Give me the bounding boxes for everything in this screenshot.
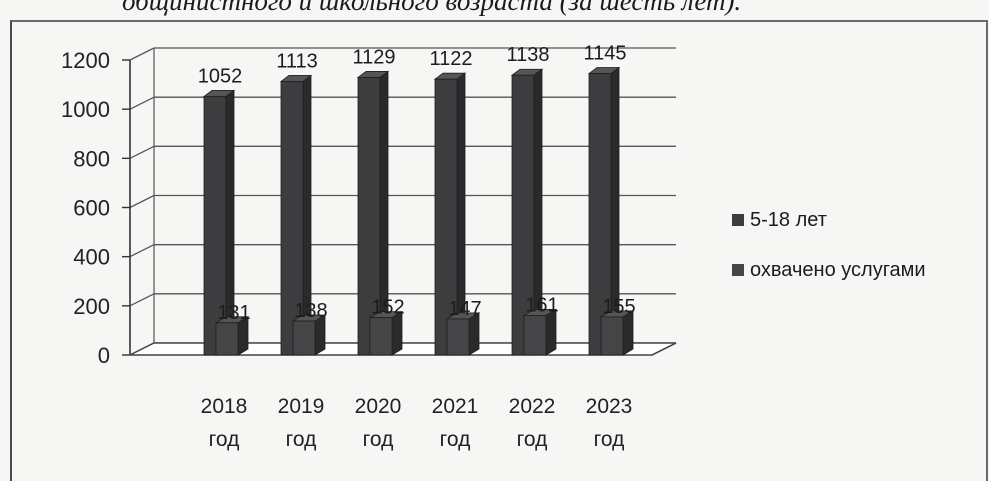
x-category-year: 2020 bbox=[355, 395, 402, 418]
chart-frame bbox=[10, 20, 988, 481]
y-tick-label: 400 bbox=[73, 245, 110, 270]
x-category-year: 2021 bbox=[432, 395, 479, 418]
bar-5-18 bbox=[280, 80, 304, 356]
legend-label: 5-18 лет bbox=[750, 209, 827, 231]
data-label-5-18: 1145 bbox=[583, 43, 626, 65]
x-category-unit: год bbox=[594, 428, 625, 451]
data-label-5-18: 1138 bbox=[506, 44, 549, 66]
gridline-depth bbox=[129, 194, 155, 209]
gridline-depth bbox=[129, 47, 155, 61]
label-layer: 1052 131 2018 год 1113 138 2019 год 1129 152 2020 г… bbox=[198, 43, 636, 451]
y-tick-label: 0 bbox=[98, 343, 110, 368]
legend-label: охвачено услугами bbox=[750, 259, 926, 281]
y-tick-label: 1200 bbox=[61, 48, 110, 73]
gridline-depth bbox=[129, 293, 155, 307]
y-tick-label: 800 bbox=[73, 146, 110, 171]
data-label-5-18: 1122 bbox=[429, 48, 472, 70]
bar-covered bbox=[523, 315, 547, 356]
data-label-covered: 155 bbox=[602, 296, 635, 318]
x-category-unit: год bbox=[286, 428, 317, 451]
bar-covered bbox=[446, 318, 470, 356]
data-label-covered: 138 bbox=[294, 300, 327, 322]
data-label-covered: 131 bbox=[217, 302, 250, 324]
gridline-depth bbox=[129, 244, 155, 258]
legend-swatch bbox=[732, 264, 744, 276]
bar-covered bbox=[215, 322, 239, 356]
gridline-depth bbox=[129, 96, 155, 110]
data-label-covered: 161 bbox=[525, 294, 558, 316]
bar-5-18 bbox=[203, 95, 227, 356]
x-category-unit: год bbox=[440, 428, 471, 451]
data-label-5-18: 1129 bbox=[352, 46, 395, 68]
chart-caption: общинистного и школьного возраста (за ше… bbox=[122, 0, 742, 16]
bar-covered bbox=[369, 317, 393, 356]
legend-swatch bbox=[732, 214, 744, 226]
bar-5-18 bbox=[588, 73, 612, 356]
x-category-year: 2022 bbox=[509, 395, 556, 418]
gridline-depth bbox=[129, 145, 155, 159]
y-tick-label: 1000 bbox=[61, 97, 110, 122]
x-category-unit: год bbox=[363, 428, 394, 451]
x-category-year: 2019 bbox=[278, 395, 325, 418]
x-category-unit: год bbox=[517, 428, 548, 451]
bar-covered bbox=[600, 316, 624, 356]
bar-5-18 bbox=[511, 74, 535, 356]
data-label-covered: 152 bbox=[371, 297, 404, 319]
y-tick-label: 200 bbox=[73, 294, 110, 319]
x-category-year: 2023 bbox=[586, 395, 633, 418]
data-label-covered: 147 bbox=[448, 298, 481, 320]
data-label-5-18: 1052 bbox=[198, 65, 243, 87]
y-tick-label: 600 bbox=[73, 196, 110, 221]
bar-layer bbox=[202, 66, 635, 356]
floor-right-edge bbox=[651, 342, 677, 356]
data-label-5-18: 1113 bbox=[276, 50, 318, 72]
x-category-year: 2018 bbox=[201, 395, 248, 418]
legend: 5-18 лет охвачено услугами bbox=[732, 209, 926, 281]
bar-5-18 bbox=[357, 77, 381, 356]
bar-covered bbox=[292, 320, 316, 356]
x-category-unit: год bbox=[209, 428, 240, 451]
bar-5-18 bbox=[434, 78, 458, 356]
